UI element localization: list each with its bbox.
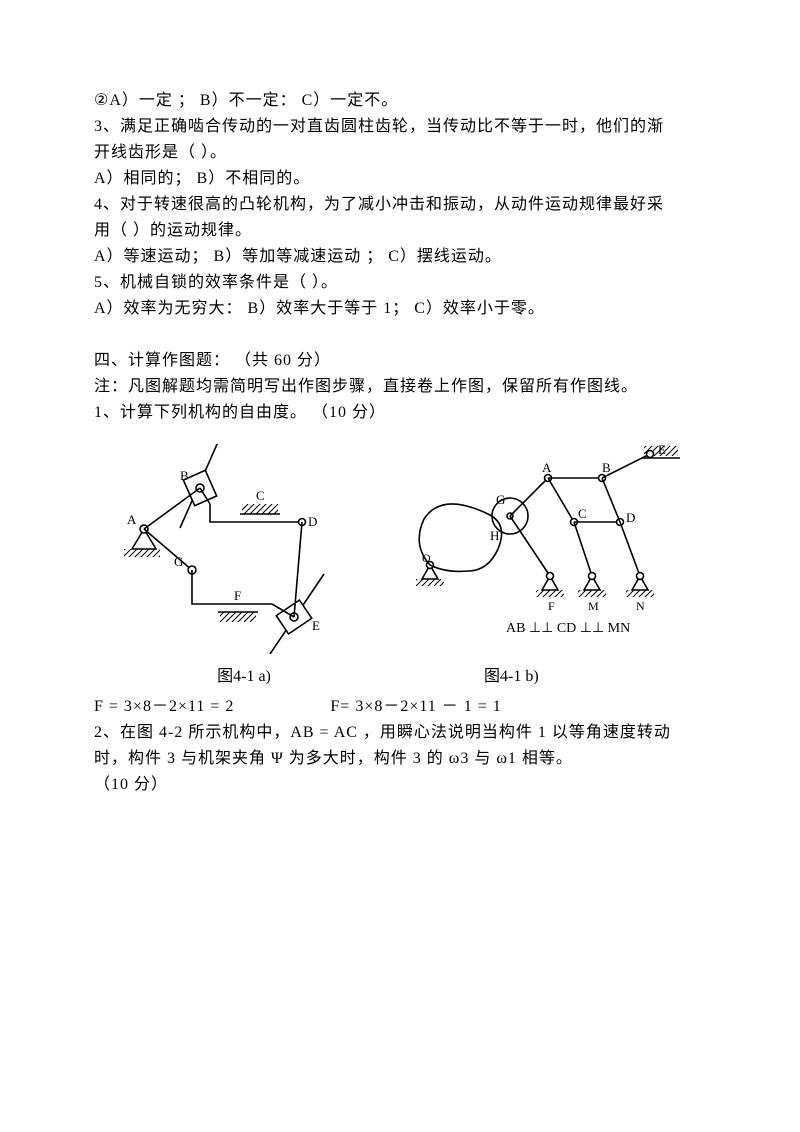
figures-row: A B C D E F G — [122, 444, 716, 654]
eq-b: F= 3×8－2×11 － 1 = 1 — [330, 698, 501, 715]
q5-options: A）效率为无穷大： B）效率大于等于 1； C）效率小于零。 — [94, 296, 716, 322]
label-E: E — [312, 618, 320, 633]
problem2-line1: 2、在图 4-2 所示机构中，AB = AC ，用瞬心法说明当构件 1 以等角速… — [94, 720, 716, 746]
label-C2: C — [578, 506, 587, 521]
label-G2: G — [496, 492, 505, 507]
ground-M — [578, 573, 606, 598]
diagram-b-svg: O A B C D E F M N G H AB ⊥⊥ CD ⊥⊥ MN — [402, 444, 692, 654]
q3-line2: 开线齿形是（ ）。 — [94, 140, 716, 166]
q5-line1: 5、机械自锁的效率条件是（ ）。 — [94, 270, 716, 296]
q4-options: A）等速运动； B）等加等减速运动 ； C）摆线运动。 — [94, 244, 716, 270]
problem2-line2: 时，构件 3 与机架夹角 Ψ 为多大时，构件 3 的 ω3 与 ω1 相等。 — [94, 746, 716, 772]
label-C: C — [256, 488, 265, 503]
section4-note: 注：凡图解题均需简明写出作图步骤，直接卷上作图，保留所有作图线。 — [94, 374, 716, 400]
q3-options: A）相同的； B）不相同的。 — [94, 166, 716, 192]
problem1: 1、计算下列机构的自由度。 （10 分） — [94, 400, 716, 426]
eq-a: F = 3×8－2×11 = 2 — [94, 698, 234, 715]
equations-line: F = 3×8－2×11 = 2 F= 3×8－2×11 － 1 = 1 — [94, 694, 716, 720]
label-A: A — [127, 512, 137, 527]
label-D2: D — [626, 510, 635, 525]
fig-b-note: AB ⊥⊥ CD ⊥⊥ MN — [506, 621, 630, 636]
label-G: G — [174, 554, 183, 569]
label-O: O — [422, 551, 431, 565]
captions-row: 图4-1 a) 图4-1 b) — [94, 662, 716, 686]
diagram-a-svg: A B C D E F G — [122, 444, 352, 654]
label-M: M — [588, 599, 599, 613]
caption-a: 图4-1 a) — [94, 662, 394, 686]
caption-b: 图4-1 b) — [484, 662, 539, 686]
q2-option-line: ②A）一定 ； B）不一定： C）一定不。 — [94, 88, 716, 114]
figure-4-1-b: O A B C D E F M N G H AB ⊥⊥ CD ⊥⊥ MN — [402, 444, 692, 654]
label-F2: F — [548, 599, 555, 613]
label-B: B — [180, 468, 189, 483]
section4-title: 四、计算作图题： （共 60 分） — [94, 348, 716, 374]
q4-line2: 用（ ）的运动规律。 — [94, 218, 716, 244]
label-E2: E — [658, 444, 666, 457]
q3-line1: 3、满足正确啮合传动的一对直齿圆柱齿轮，当传动比不等于一时，他们的渐 — [94, 114, 716, 140]
label-A2: A — [542, 460, 552, 475]
label-D: D — [308, 514, 317, 529]
q4-line1: 4、对于转速很高的凸轮机构，为了减小冲击和振动，从动件运动规律最好采 — [94, 192, 716, 218]
problem2-line3: （10 分） — [94, 772, 716, 798]
figure-4-1-a: A B C D E F G — [122, 444, 352, 654]
label-B2: B — [602, 460, 611, 475]
ground-N — [626, 573, 654, 598]
label-F: F — [234, 588, 241, 603]
label-N: N — [636, 599, 645, 613]
label-H: H — [490, 528, 499, 543]
ground-F — [536, 573, 564, 598]
